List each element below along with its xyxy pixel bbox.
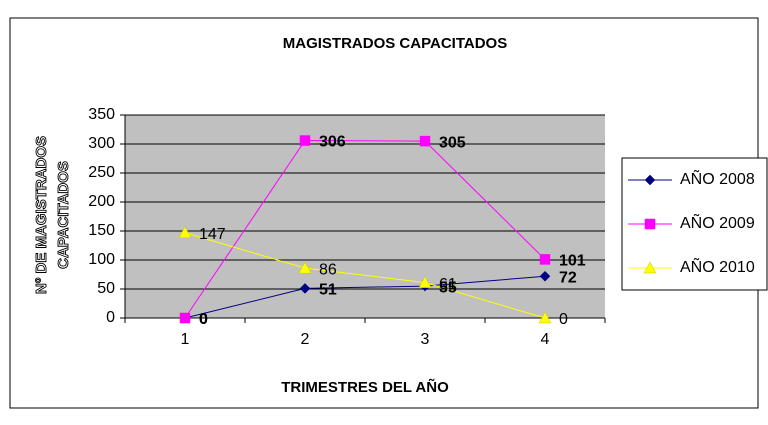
marker bbox=[298, 261, 312, 274]
y-tick-label: 0 bbox=[106, 309, 115, 326]
marker bbox=[179, 312, 191, 324]
x-tick-label: 1 bbox=[181, 331, 190, 348]
y-tick-label: 200 bbox=[88, 193, 115, 210]
data-label: 147 bbox=[199, 226, 226, 243]
marker bbox=[644, 174, 656, 186]
data-label: 51 bbox=[319, 282, 337, 299]
series-line bbox=[184, 232, 546, 319]
y-axis-title: Nº DE MAGISTRADOS CAPACITADOS bbox=[33, 136, 73, 295]
y-tick-label: 350 bbox=[88, 106, 115, 123]
y-tick-label: 300 bbox=[88, 135, 115, 152]
marker bbox=[418, 276, 432, 288]
data-label: 72 bbox=[559, 269, 577, 286]
legend-label: AÑO 2010 bbox=[680, 256, 755, 276]
data-label: 0 bbox=[199, 311, 208, 328]
marker bbox=[539, 254, 551, 265]
marker bbox=[419, 135, 431, 147]
data-label: 61 bbox=[439, 276, 457, 293]
x-tick-label: 4 bbox=[541, 331, 550, 348]
series-line bbox=[184, 275, 546, 319]
legend-label: AÑO 2009 bbox=[680, 212, 755, 232]
legend-label: AÑO 2008 bbox=[680, 168, 755, 188]
x-tick-label: 2 bbox=[301, 331, 310, 348]
x-axis-title: TRIMESTRES DEL AÑO bbox=[281, 378, 449, 396]
marker bbox=[539, 270, 551, 282]
marker bbox=[299, 135, 311, 146]
y-tick-label: 150 bbox=[88, 222, 115, 239]
series-line bbox=[184, 140, 546, 319]
data-label: 0 bbox=[199, 311, 208, 328]
plot-area bbox=[125, 115, 605, 318]
data-label: 306 bbox=[319, 134, 346, 151]
y-axis-title-line: CAPACITADOS bbox=[55, 161, 72, 269]
data-label: 0 bbox=[559, 311, 568, 328]
data-label: 86 bbox=[319, 261, 337, 278]
data-label: 305 bbox=[439, 134, 466, 151]
y-tick-label: 100 bbox=[88, 251, 115, 268]
chart-title: MAGISTRADOS CAPACITADOS bbox=[283, 35, 507, 52]
y-tick-label: 50 bbox=[97, 280, 115, 297]
marker bbox=[178, 226, 192, 238]
y-axis-title-line: Nº DE MAGISTRADOS bbox=[33, 136, 50, 294]
marker bbox=[644, 218, 656, 230]
y-tick-label: 250 bbox=[88, 164, 115, 181]
marker bbox=[538, 311, 552, 324]
marker bbox=[299, 283, 311, 294]
x-tick-label: 3 bbox=[421, 331, 430, 348]
data-label: 101 bbox=[559, 253, 586, 270]
data-label: 55 bbox=[439, 279, 457, 296]
marker bbox=[643, 261, 657, 274]
